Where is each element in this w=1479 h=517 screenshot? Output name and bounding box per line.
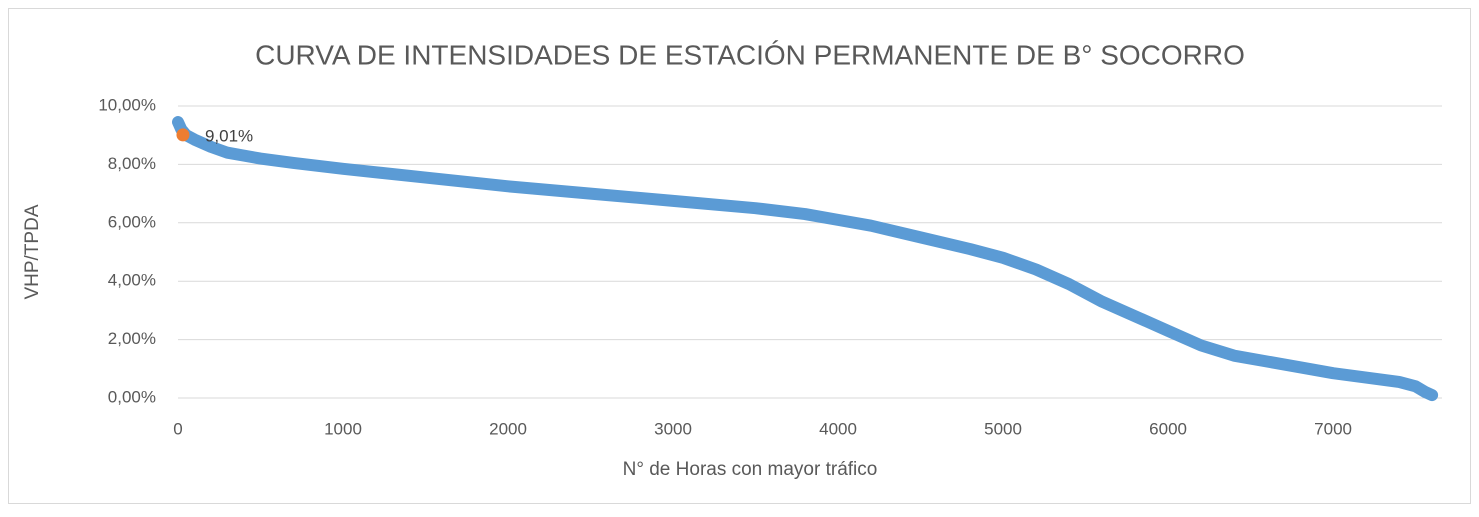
- y-tick-label: 0,00%: [108, 387, 156, 406]
- x-tick-label: 7000: [1314, 419, 1352, 438]
- chart-title: CURVA DE INTENSIDADES DE ESTACIÓN PERMAN…: [255, 39, 1245, 70]
- y-tick-label: 8,00%: [108, 154, 156, 173]
- x-tick-label: 5000: [984, 419, 1022, 438]
- x-tick-label: 0: [173, 419, 182, 438]
- y-tick-label: 2,00%: [108, 329, 156, 348]
- y-tick-label: 4,00%: [108, 271, 156, 290]
- x-tick-label: 4000: [819, 419, 857, 438]
- x-tick-label: 2000: [489, 419, 527, 438]
- scatter-points: [172, 116, 1439, 402]
- x-tick-label: 3000: [654, 419, 692, 438]
- chart-border: [8, 8, 1471, 504]
- y-tick-label: 6,00%: [108, 212, 156, 231]
- highlight-point: [176, 128, 190, 142]
- x-axis-label: N° de Horas con mayor tráfico: [623, 459, 878, 480]
- x-tick-label: 1000: [324, 419, 362, 438]
- y-tick-label: 10,00%: [98, 95, 156, 114]
- x-tick-label: 6000: [1149, 419, 1187, 438]
- y-axis-label: VHP/TPDA: [22, 204, 43, 299]
- data-label: 9,01%: [205, 126, 253, 145]
